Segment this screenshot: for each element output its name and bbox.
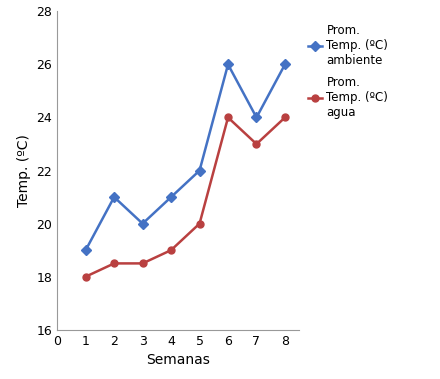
- Legend: Prom.
Temp. (ºC)
ambiente, Prom.
Temp. (ºC)
agua: Prom. Temp. (ºC) ambiente, Prom. Temp. (…: [308, 23, 388, 119]
- Prom.
Temp. (ºC)
ambiente: [197, 168, 202, 173]
- Prom.
Temp. (ºC)
agua: [169, 248, 174, 252]
- Prom.
Temp. (ºC)
ambiente: [254, 115, 259, 120]
- Prom.
Temp. (ºC)
ambiente: [83, 248, 88, 252]
- Prom.
Temp. (ºC)
ambiente: [111, 195, 117, 199]
- Prom.
Temp. (ºC)
agua: [254, 142, 259, 146]
- Prom.
Temp. (ºC)
agua: [83, 274, 88, 279]
- Prom.
Temp. (ºC)
ambiente: [140, 221, 145, 226]
- X-axis label: Semanas: Semanas: [146, 353, 210, 367]
- Prom.
Temp. (ºC)
ambiente: [225, 62, 231, 67]
- Prom.
Temp. (ºC)
agua: [282, 115, 288, 120]
- Line: Prom.
Temp. (ºC)
agua: Prom. Temp. (ºC) agua: [82, 114, 289, 280]
- Prom.
Temp. (ºC)
agua: [140, 261, 145, 266]
- Prom.
Temp. (ºC)
agua: [197, 221, 202, 226]
- Line: Prom.
Temp. (ºC)
ambiente: Prom. Temp. (ºC) ambiente: [82, 61, 289, 254]
- Prom.
Temp. (ºC)
agua: [225, 115, 231, 120]
- Y-axis label: Temp. (ºC): Temp. (ºC): [17, 134, 31, 207]
- Prom.
Temp. (ºC)
ambiente: [169, 195, 174, 199]
- Prom.
Temp. (ºC)
ambiente: [282, 62, 288, 67]
- Prom.
Temp. (ºC)
agua: [111, 261, 117, 266]
